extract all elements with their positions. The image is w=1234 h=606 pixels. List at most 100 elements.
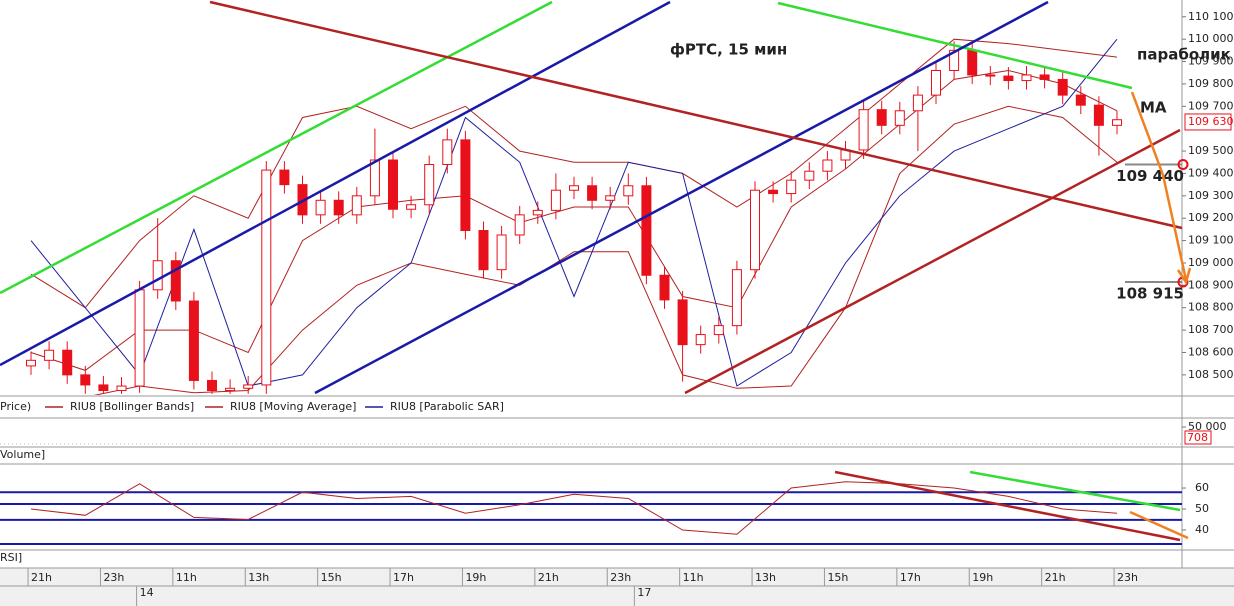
x-tick-label: 21h	[538, 571, 559, 584]
candle-body	[912, 94, 923, 112]
candle-body	[207, 379, 217, 392]
candle-body	[261, 169, 272, 386]
y-tick-label: 60	[1195, 481, 1209, 494]
rsi-plot	[0, 481, 1182, 546]
candle-body	[532, 209, 543, 216]
legend-label: RIU8 [Bollinger Bands]	[70, 400, 194, 413]
y-tick-label: 110 100	[1188, 10, 1234, 23]
y-tick-label: 109 700	[1188, 99, 1234, 112]
candle-body	[188, 300, 199, 381]
y-tick-label: 40	[1195, 523, 1209, 536]
candle-body	[1075, 94, 1086, 106]
date-label: 17	[637, 586, 651, 599]
candle-body	[388, 159, 398, 210]
y-tick-label: 109 200	[1188, 211, 1234, 224]
x-tick-label: 15h	[321, 571, 342, 584]
last-price-label: 109 630	[1188, 115, 1234, 128]
y-tick-label: 109 400	[1188, 166, 1234, 179]
date-label: 14	[140, 586, 154, 599]
trend-lines	[0, 0, 1192, 542]
candle-body	[822, 159, 833, 172]
x-tick-label: 21h	[1045, 571, 1066, 584]
candle-body	[949, 49, 960, 71]
candle-body	[1093, 104, 1104, 126]
candle-body	[134, 289, 145, 387]
panel-label: Volume]	[0, 448, 45, 461]
x-tick-label: 11h	[176, 571, 197, 584]
candle-body	[967, 49, 978, 76]
indicator-line	[30, 38, 1118, 309]
candle-body	[876, 109, 887, 126]
candle-body	[315, 199, 326, 216]
candle-body	[26, 359, 36, 367]
legend-label: RIU8 [Moving Average]	[230, 400, 356, 413]
y-tick-label: 108 500	[1188, 368, 1234, 381]
rsi-line	[30, 481, 1118, 535]
candle-body	[1039, 74, 1050, 80]
y-tick-label: 109 100	[1188, 234, 1234, 247]
candle-body	[623, 185, 634, 197]
x-tick-label: 19h	[972, 571, 993, 584]
candle-body	[243, 384, 254, 389]
indicator-line	[30, 38, 1118, 387]
legend-label: Price)	[0, 400, 31, 413]
candle-body	[768, 189, 779, 195]
candle-body	[152, 260, 163, 291]
candle-body	[80, 374, 91, 386]
candle-body	[1003, 75, 1014, 82]
candle-body	[351, 195, 362, 216]
candle-body	[279, 169, 290, 186]
candle-body	[406, 204, 417, 210]
y-tick-label: 109 300	[1188, 189, 1234, 202]
candle-body	[478, 230, 489, 271]
last-volume-box	[1184, 430, 1212, 445]
y-tick-label: 108 600	[1188, 345, 1234, 358]
candle-body	[587, 185, 598, 201]
y-tick-label: 109 000	[1188, 256, 1234, 269]
candle-body	[116, 385, 127, 392]
y-tick-label: 108 700	[1188, 323, 1234, 336]
level-marker	[1177, 158, 1189, 170]
y-tick-label: 50 000	[1188, 420, 1227, 433]
last-price-box	[1184, 113, 1232, 131]
x-tick-label: 23h	[1117, 571, 1138, 584]
x-tick-label: 13h	[248, 571, 269, 584]
x-tick-label: 15h	[827, 571, 848, 584]
level-label: 108 915	[1116, 284, 1184, 302]
candle-body	[333, 199, 344, 216]
price-plot	[26, 38, 1122, 395]
candle-body	[731, 269, 742, 327]
candle-body	[496, 234, 507, 271]
y-tick-label: 109 900	[1188, 55, 1234, 68]
x-tick-label: 19h	[465, 571, 486, 584]
candle-body	[786, 179, 797, 195]
candle-body	[460, 139, 471, 232]
x-tick-label: 17h	[393, 571, 414, 584]
panel-label: RSI]	[0, 551, 22, 564]
x-tick-label: 21h	[31, 571, 52, 584]
time-axis-bg	[0, 568, 1234, 606]
candle-body	[931, 69, 941, 96]
annotation: параболик	[1137, 46, 1231, 64]
candle-body	[894, 110, 905, 126]
candle-body	[569, 185, 579, 191]
annotation: МА	[1140, 99, 1167, 117]
y-tick-label: 109 500	[1188, 144, 1234, 157]
x-tick-label: 23h	[103, 571, 124, 584]
frames	[0, 0, 1234, 587]
x-tick-label: 13h	[755, 571, 776, 584]
candle-body	[369, 159, 380, 197]
y-tick-label: 108 800	[1188, 301, 1234, 314]
candle-body	[225, 387, 236, 392]
y-tick-label: 108 900	[1188, 278, 1234, 291]
candle-body	[550, 189, 561, 211]
level-label: 109 440	[1116, 167, 1184, 185]
x-tick-label: 23h	[610, 571, 631, 584]
candle-body	[605, 195, 616, 201]
candle-body	[62, 349, 73, 376]
y-tick-label: 110 000	[1188, 32, 1234, 45]
candle-body	[44, 349, 55, 361]
candle-body	[424, 163, 435, 206]
candle-body	[1021, 74, 1032, 82]
